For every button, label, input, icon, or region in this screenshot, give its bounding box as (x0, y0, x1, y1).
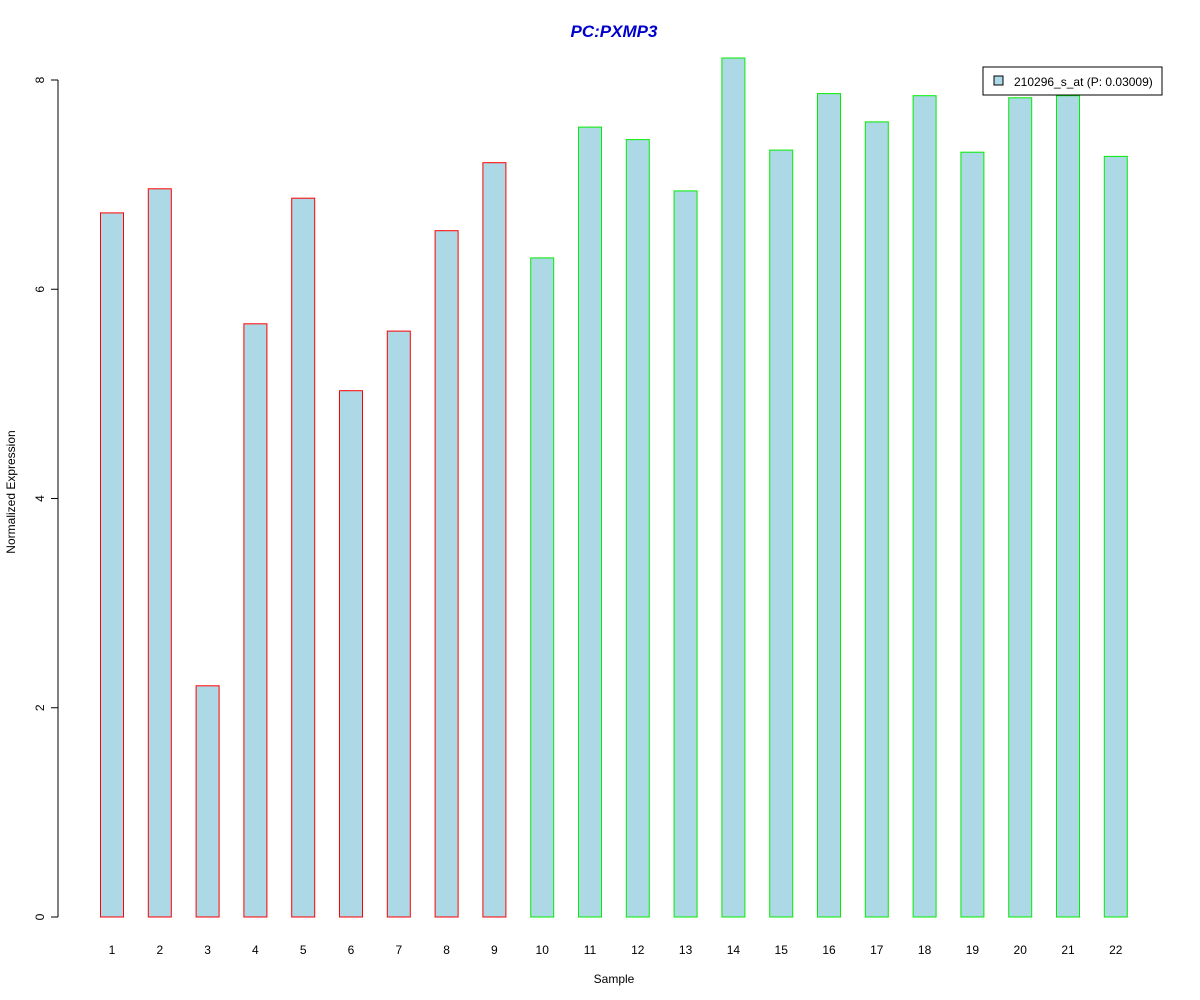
y-axis: 0 2 4 6 8 (33, 76, 59, 920)
bar-sample-16 (817, 93, 841, 918)
y-tick-label: 4 (33, 495, 47, 502)
x-tick-label: 5 (300, 943, 307, 957)
x-tick-label: 2 (156, 943, 163, 957)
x-tick-label: 3 (204, 943, 211, 957)
chart-title: PC:PXMP3 (571, 22, 658, 41)
bar-sample-2 (147, 188, 172, 918)
x-tick-label: 12 (631, 943, 645, 957)
bar-sample-11 (578, 126, 602, 918)
x-tick-label: 4 (252, 943, 259, 957)
x-tick-label: 7 (395, 943, 402, 957)
x-tick-label: 20 (1014, 943, 1028, 957)
bar-sample-9 (482, 162, 507, 918)
x-tick-label: 17 (870, 943, 884, 957)
bar-sample-20 (1008, 97, 1033, 918)
x-tick-label: 10 (536, 943, 550, 957)
bar-sample-5 (291, 197, 316, 918)
legend: 210296_s_at (P: 0.03009) (982, 66, 1163, 96)
x-tick-label: 9 (491, 943, 498, 957)
x-tick-label: 15 (775, 943, 789, 957)
bar-sample-3 (195, 685, 220, 918)
bar-sample-10 (530, 257, 555, 918)
bar-sample-21 (1056, 95, 1080, 918)
bar-sample-14 (721, 57, 746, 918)
y-tick-label: 6 (33, 286, 47, 293)
bar-sample-12 (625, 139, 650, 918)
y-tick-label: 0 (33, 913, 47, 920)
x-tick-label: 11 (584, 943, 597, 957)
x-tick-label: 8 (443, 943, 450, 957)
y-tick-label: 2 (33, 704, 47, 711)
x-tick-label: 22 (1109, 943, 1123, 957)
bar-sample-6 (339, 390, 363, 918)
x-tick-label: 6 (348, 943, 355, 957)
bar-sample-18 (912, 95, 937, 918)
x-tick-labels: 1 2 3 4 5 6 7 8 9 10 11 12 13 14 15 16 17 18 19 20 21 22 (109, 943, 1123, 957)
y-axis-title: Normalized Expression (4, 430, 18, 553)
bars (100, 57, 1128, 918)
bar-sample-19 (960, 151, 985, 918)
x-tick-label: 21 (1061, 943, 1075, 957)
legend-box (982, 66, 1163, 96)
x-tick-label: 14 (727, 943, 741, 957)
bar-sample-8 (434, 230, 459, 918)
bar-sample-17 (864, 121, 889, 918)
x-axis-title: Sample (594, 972, 635, 986)
y-tick-label: 8 (33, 76, 47, 83)
bar-sample-7 (386, 330, 411, 918)
x-tick-label: 13 (679, 943, 693, 957)
x-tick-label: 16 (822, 943, 836, 957)
x-tick-label: 19 (966, 943, 980, 957)
bar-sample-22 (1103, 155, 1128, 918)
bar-sample-13 (673, 190, 698, 918)
bar-sample-1 (100, 212, 124, 918)
legend-entry: 210296_s_at (P: 0.03009) (1014, 75, 1153, 89)
bar-sample-15 (769, 149, 794, 918)
bar-sample-4 (243, 323, 268, 918)
legend-swatch (993, 75, 1004, 86)
x-tick-label: 18 (918, 943, 932, 957)
x-tick-label: 1 (109, 943, 116, 957)
